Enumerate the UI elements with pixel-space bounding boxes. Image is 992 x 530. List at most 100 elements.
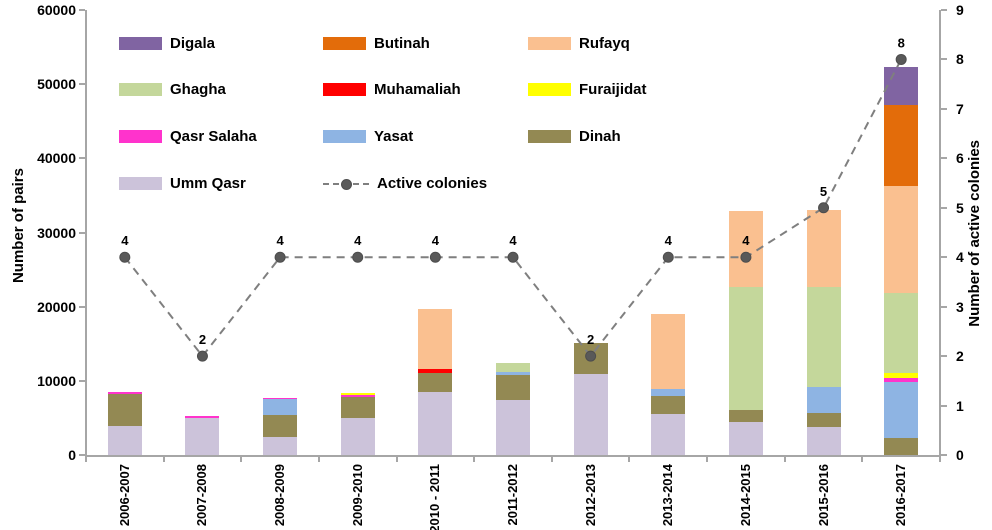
active-colonies-marker (507, 251, 519, 263)
bar-segment-ghagha (728, 286, 763, 411)
legend-item-digala: Digala (119, 34, 216, 52)
x-tick (395, 457, 398, 462)
bar-segment-yasat (651, 388, 686, 397)
active-colonies-data-label: 2 (587, 332, 594, 347)
active-colonies-marker (585, 350, 597, 362)
bar-segment-umm-qasr (728, 422, 763, 455)
bar-segment-rufayq (806, 210, 841, 287)
active-colonies-data-label: 4 (276, 233, 284, 248)
x-tick (861, 457, 864, 462)
y-right-tick (941, 157, 947, 160)
y-left-tick (79, 379, 85, 382)
bar-segment-umm-qasr (185, 417, 220, 455)
y-left-tick-label: 40000 (37, 150, 76, 167)
legend-swatch-ghagha (119, 82, 162, 96)
bar-segment-furaijidat (340, 392, 375, 395)
y-right-tick (941, 58, 947, 61)
bar-segment-qasr-salaha (884, 378, 919, 382)
y-right-tick-label: 7 (956, 100, 964, 117)
bar-segment-yasat (263, 399, 298, 415)
legend-swatch-furaijidat (528, 82, 571, 96)
y-right-tick-label: 0 (956, 447, 964, 463)
active-colonies-marker (429, 251, 441, 263)
bar-segment-yasat (884, 381, 919, 439)
legend-label: Qasr Salaha (170, 127, 257, 145)
bar-segment-dinah (728, 410, 763, 423)
active-colonies-data-label: 8 (898, 35, 905, 50)
x-tick (473, 457, 476, 462)
y-right-tick-label: 9 (956, 2, 964, 18)
y-right-tick (941, 206, 947, 209)
bar-segment-umm-qasr (496, 400, 530, 455)
bar-segment-rufayq (884, 185, 919, 293)
legend-item-dinah: Dinah (528, 127, 621, 145)
legend-label: Active colonies (377, 174, 488, 192)
active-colonies-marker (662, 251, 674, 263)
bar-segment-umm-qasr (263, 437, 298, 455)
y-right-tick (941, 256, 947, 259)
y-right-tick-label: 3 (956, 298, 964, 315)
y-right-tick (941, 404, 947, 407)
legend-label: Yasat (374, 127, 414, 145)
active-colonies-data-label: 4 (665, 233, 673, 248)
legend-label: Furaijidat (579, 80, 647, 98)
bar-segment-umm-qasr (340, 418, 375, 455)
y-left-tick (79, 83, 85, 86)
active-colonies-marker (274, 251, 286, 263)
bar-segment-muhamaliah (418, 368, 453, 374)
bar-segment-rufayq (651, 314, 686, 389)
active-colonies-marker (119, 251, 131, 263)
bar-segment-dinah (806, 413, 841, 427)
active-colonies-marker (895, 53, 907, 65)
active-colonies-marker (196, 350, 208, 362)
x-tick (317, 457, 320, 462)
active-colonies-legend-marker-icon (323, 177, 369, 190)
y-left-tick-label: 0 (68, 447, 76, 463)
y-right-tick (941, 107, 947, 110)
x-tick (85, 457, 87, 462)
active-colonies-data-label: 4 (121, 233, 129, 248)
bar-segment-ghagha (496, 363, 530, 372)
active-colonies-data-label: 4 (509, 233, 517, 248)
y-left-tick-label: 60000 (37, 2, 76, 18)
bar-segment-dinah (651, 396, 686, 415)
bar-segment-rufayq (418, 308, 453, 369)
bar-segment-umm-qasr (418, 391, 453, 455)
x-tick (550, 457, 553, 462)
bar-segment-umm-qasr (806, 426, 841, 455)
legend-label: Butinah (374, 34, 430, 52)
bar-segment-qasr-salaha (107, 391, 142, 395)
x-tick (939, 457, 941, 462)
y-left-tick (79, 305, 85, 308)
y-right-tick-label: 6 (956, 150, 964, 167)
legend-swatch-muhamaliah (323, 82, 366, 96)
legend-label: Rufayq (579, 34, 630, 52)
legend-swatch-dinah (528, 129, 571, 143)
y-left-tick (79, 454, 85, 456)
active-colonies-data-label: 4 (354, 233, 362, 248)
y-left-tick (79, 157, 85, 160)
bar-segment-umm-qasr (107, 426, 142, 455)
bar-segment-yasat (496, 371, 530, 375)
y-right-tick (941, 9, 947, 11)
y-right-tick-label: 1 (956, 397, 964, 414)
bar-segment-qasr-salaha (263, 398, 298, 400)
legend-label: Digala (170, 34, 216, 52)
legend-item-umm-qasr: Umm Qasr (119, 175, 246, 192)
bar-segment-digala (884, 67, 919, 105)
legend-swatch-umm-qasr (119, 176, 162, 190)
y-axis-left (85, 10, 87, 457)
active-colonies-data-label: 5 (820, 184, 827, 199)
legend-label: Dinah (579, 127, 621, 145)
y-left-tick-label: 10000 (37, 372, 76, 389)
bar-segment-butinah (884, 104, 919, 186)
legend-swatch-yasat (323, 129, 366, 143)
bar-segment-rufayq (728, 210, 763, 287)
y-left-tick (79, 9, 85, 11)
y-right-tick (941, 355, 947, 358)
active-colonies-data-label: 2 (199, 332, 206, 347)
legend-item-qasr-salaha: Qasr Salaha (119, 127, 257, 145)
bar-segment-ghagha (806, 286, 841, 387)
bar-segment-dinah (884, 438, 919, 455)
